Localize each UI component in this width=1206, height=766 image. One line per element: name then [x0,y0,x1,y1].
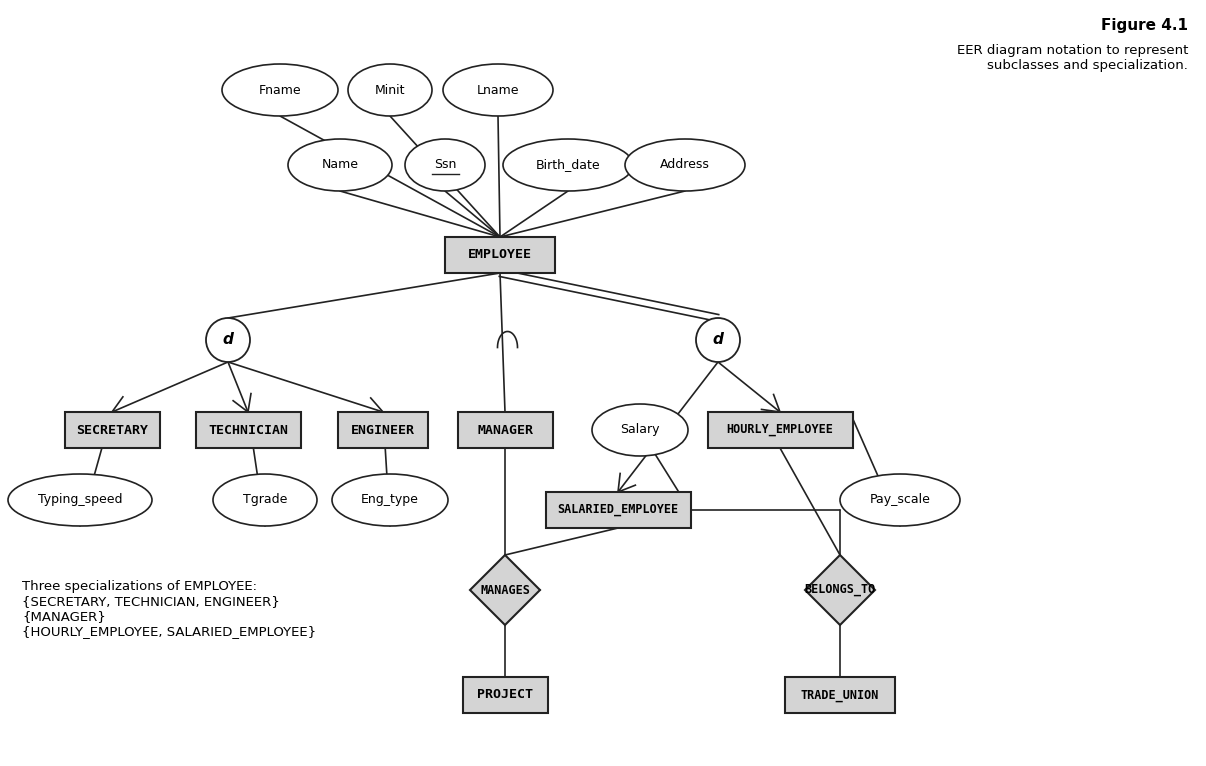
Circle shape [696,318,740,362]
Text: ENGINEER: ENGINEER [351,424,415,437]
Text: MANAGES: MANAGES [480,584,529,597]
Ellipse shape [841,474,960,526]
Bar [457,412,552,448]
Ellipse shape [625,139,745,191]
Text: PROJECT: PROJECT [478,689,533,702]
Text: TRADE_UNION: TRADE_UNION [801,689,879,702]
Text: MANAGER: MANAGER [478,424,533,437]
Text: Figure 4.1: Figure 4.1 [1101,18,1188,33]
Text: Minit: Minit [375,83,405,97]
Text: SECRETARY: SECRETARY [76,424,148,437]
Bar [785,677,895,713]
Text: Ssn: Ssn [434,159,456,172]
Ellipse shape [222,64,338,116]
Ellipse shape [213,474,317,526]
Text: Fname: Fname [259,83,302,97]
Polygon shape [470,555,540,625]
Ellipse shape [8,474,152,526]
Text: d: d [713,332,724,348]
Text: Salary: Salary [620,424,660,437]
Bar [64,412,159,448]
Ellipse shape [288,139,392,191]
Text: Typing_speed: Typing_speed [37,493,122,506]
Text: Lname: Lname [476,83,520,97]
Text: SALARIED_EMPLOYEE: SALARIED_EMPLOYEE [557,503,679,516]
Bar [708,412,853,448]
Bar [462,677,548,713]
Text: Pay_scale: Pay_scale [870,493,931,506]
Text: d: d [223,332,234,348]
Ellipse shape [592,404,687,456]
Text: Three specializations of EMPLOYEE:
{SECRETARY, TECHNICIAN, ENGINEER}
{MANAGER}
{: Three specializations of EMPLOYEE: {SECR… [22,580,316,638]
Ellipse shape [405,139,485,191]
Text: TECHNICIAN: TECHNICIAN [207,424,288,437]
Text: Tgrade: Tgrade [242,493,287,506]
Polygon shape [804,555,876,625]
Text: Address: Address [660,159,710,172]
Ellipse shape [443,64,554,116]
Text: Name: Name [322,159,358,172]
Circle shape [206,318,250,362]
Text: EER diagram notation to represent
subclasses and specialization.: EER diagram notation to represent subcla… [956,44,1188,72]
Ellipse shape [332,474,447,526]
Bar [195,412,300,448]
Text: EMPLOYEE: EMPLOYEE [468,248,532,261]
Text: HOURLY_EMPLOYEE: HOURLY_EMPLOYEE [726,424,833,437]
Ellipse shape [349,64,432,116]
Text: Eng_type: Eng_type [361,493,418,506]
Text: BELONGS_TO: BELONGS_TO [804,584,876,597]
Bar [338,412,428,448]
Text: Birth_date: Birth_date [535,159,601,172]
Ellipse shape [503,139,633,191]
Bar [545,492,691,528]
Bar [445,237,555,273]
